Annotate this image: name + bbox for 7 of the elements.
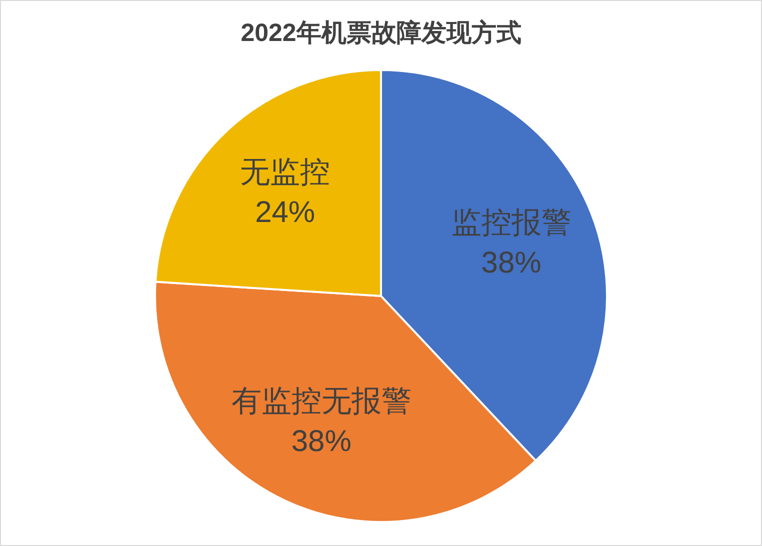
data-label: 24% [255, 196, 316, 230]
chart-title: 2022年机票故障发现方式 [240, 18, 522, 47]
slice-label: 监控报警 [451, 206, 572, 240]
data-label: 38% [291, 425, 352, 458]
slice-label: 有监控无报警 [231, 385, 412, 418]
data-label: 38% [481, 246, 542, 280]
slice-label: 无监控 [240, 156, 330, 190]
